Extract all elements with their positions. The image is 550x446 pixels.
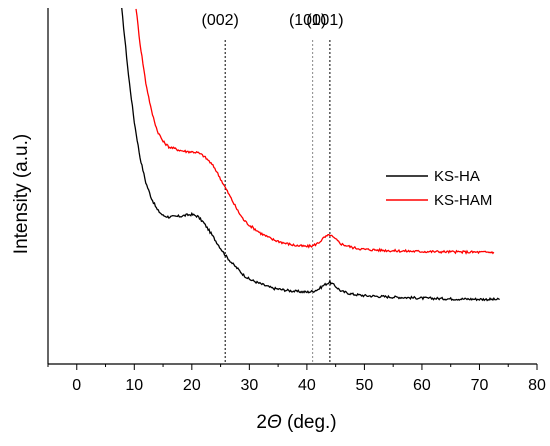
x-axis-title-suffix: (deg.)	[282, 412, 337, 433]
x-tick-label-3: 30	[240, 377, 258, 394]
peak-label-1: (100)	[289, 12, 326, 29]
x-tick-label-7: 70	[471, 377, 489, 394]
x-tick-label-6: 60	[413, 377, 431, 394]
plot-area: (002) (100)(101)	[121, 8, 500, 364]
x-axis-title-prefix: 2	[256, 412, 267, 433]
x-axis-title: 2Θ (deg.)	[256, 412, 336, 433]
peak-label-0: (002)	[202, 12, 239, 29]
x-tick-label-4: 40	[298, 377, 316, 394]
peak-label-2: (101)	[306, 12, 343, 29]
legend-label-0: KS-HA	[434, 168, 480, 185]
x-axis-title-symbol: Θ	[267, 412, 282, 433]
axes: 0 10 20 30 40 50 60 70 80 2Θ (deg.) Intensity (a.u…	[11, 8, 546, 433]
x-tick-label-8: 80	[528, 377, 546, 394]
x-tick-label-1: 10	[125, 377, 143, 394]
x-tick-label-2: 20	[183, 377, 201, 394]
legend: KS-HA KS-HAM	[386, 168, 492, 209]
series-line-ks-ha	[121, 8, 500, 302]
x-tick-label-5: 50	[356, 377, 374, 394]
x-tick-label-0: 0	[72, 377, 81, 394]
legend-label-1: KS-HAM	[434, 192, 492, 209]
series-line-ks-ham	[135, 8, 495, 255]
y-axis-title: Intensity (a.u.)	[11, 134, 32, 254]
